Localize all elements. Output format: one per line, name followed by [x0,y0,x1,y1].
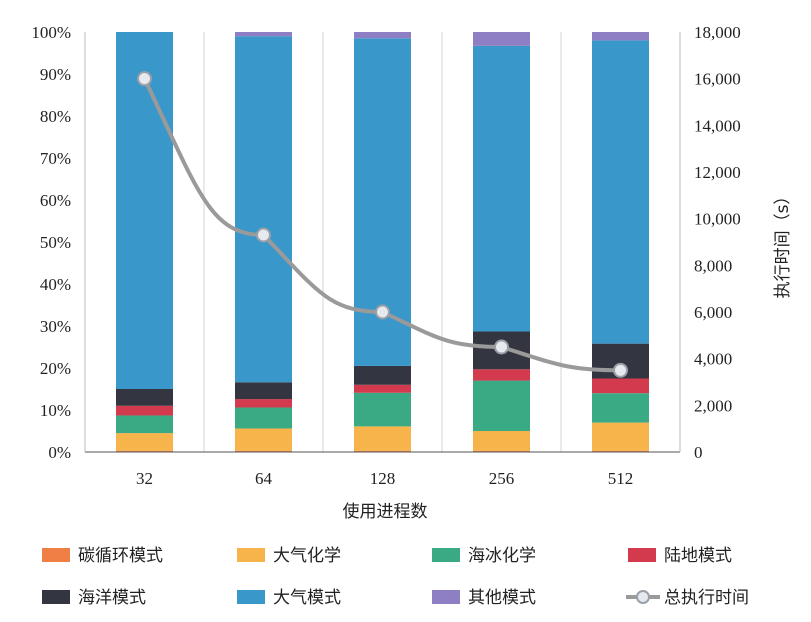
legend-label: 其他模式 [468,588,536,608]
bars [116,32,649,452]
bar-segment-1-0 [116,433,173,451]
axes [84,32,681,453]
bar-segment-3-1 [235,399,292,408]
bar-segment-4-0 [116,389,173,406]
y-tick-label: 90% [40,65,71,84]
bar-segment-0-2 [354,450,411,452]
legend-label: 大气模式 [273,588,341,608]
legend-item-7: 总执行时间 [626,588,749,608]
y-tick-label: 10% [40,401,71,420]
x-axis-title: 使用进程数 [343,501,428,522]
legend-swatch [432,548,460,562]
y-right-tick-label: 14,000 [694,116,741,135]
y-axis-right-title: 执行时间（s） [773,188,793,299]
line-layer [137,71,628,378]
x-tick-label: 256 [489,469,515,488]
bar-segment-4-2 [354,365,411,385]
legend-item-5: 大气模式 [237,588,341,608]
bar-segment-2-2 [354,392,411,427]
y-right-tick-label: 8,000 [694,256,732,275]
bar-segment-6-1 [235,32,292,37]
y-tick-label: 40% [40,275,71,294]
y-right-tick-label: 6,000 [694,303,732,322]
y-tick-label: 70% [40,149,71,168]
bar-segment-1-3 [473,431,530,451]
legend-swatch [42,590,70,604]
bar-segment-2-0 [116,415,173,434]
y-right-tick-label: 2,000 [694,396,732,415]
y-tick-label: 100% [31,23,71,42]
x-tick-label: 512 [608,469,634,488]
legend-label: 总执行时间 [664,588,749,608]
bar-segment-0-0 [116,450,173,452]
legend-label: 海冰化学 [468,546,536,566]
x-tick-label: 128 [370,469,396,488]
bar-segment-0-3 [473,450,530,452]
legend-item-1: 大气化学 [237,546,341,566]
legend-item-2: 海冰化学 [432,546,536,566]
bar-segment-6-3 [473,32,530,46]
y-right-tick-label: 12,000 [694,163,741,182]
y-tick-label: 50% [40,233,71,252]
bar-segment-2-4 [592,393,649,423]
line-point-4 [613,362,628,378]
y-tick-label: 0% [48,443,71,462]
bar-segment-2-3 [473,380,530,431]
line-point-0 [137,71,152,87]
legend-item-6: 其他模式 [432,588,536,608]
bar-segment-3-2 [354,384,411,393]
legend-label: 碳循环模式 [78,546,163,566]
x-tick-label: 64 [255,469,273,488]
legend-swatch [237,548,265,562]
bar-segment-1-4 [592,422,649,451]
bar-segment-0-4 [592,450,649,452]
line-point-1 [256,227,271,243]
x-tick-label: 32 [136,469,153,488]
bar-segment-5-0 [116,32,173,389]
legend-swatch [432,590,460,604]
bar-segment-3-0 [116,405,173,416]
bar-segment-1-2 [354,426,411,451]
y-right-tick-label: 10,000 [694,210,741,229]
y-axis-right-ticks: 0 2,000 4,000 6,000 8,000 10,000 12,000 14,000 1… [694,23,741,462]
legend-item-4: 海洋模式 [42,588,146,608]
legend-item-3: 陆地模式 [628,546,732,566]
line-point-3 [494,339,509,355]
legend-label: 陆地模式 [664,546,732,566]
legend-label: 海洋模式 [78,588,146,608]
line-point-2 [375,304,390,320]
bar-segment-2-1 [235,407,292,429]
bar-segment-1-1 [235,428,292,451]
y-right-tick-label: 0 [694,443,703,462]
legend-item-0: 碳循环模式 [42,546,163,566]
bar-segment-5-1 [235,36,292,383]
y-axis-left-ticks: 0% 10% 20% 30% 40% 50% 60% 70% 80% 90% 100% [31,23,71,462]
bar-segment-4-1 [235,382,292,400]
bar-segment-5-4 [592,40,649,344]
legend-swatch [237,590,265,604]
bar-segment-3-4 [592,378,649,394]
y-right-tick-label: 4,000 [694,350,732,369]
bar-segment-6-2 [354,32,411,39]
y-right-tick-label: 18,000 [694,23,741,42]
x-axis-ticks: 32 64 128 256 512 [136,469,633,488]
y-right-tick-label: 16,000 [694,70,741,89]
legend-swatch [628,548,656,562]
y-tick-label: 60% [40,191,71,210]
bar-segment-5-3 [473,45,530,332]
y-tick-label: 30% [40,317,71,336]
legend-swatch [42,548,70,562]
total-time-line [142,77,621,373]
legend-line-marker [636,590,650,604]
bar-segment-3-3 [473,369,530,381]
legend-label: 大气化学 [273,546,341,566]
y-tick-label: 20% [40,359,71,378]
bar-segment-0-1 [235,450,292,452]
bar-segment-6-4 [592,32,649,41]
y-tick-label: 80% [40,107,71,126]
